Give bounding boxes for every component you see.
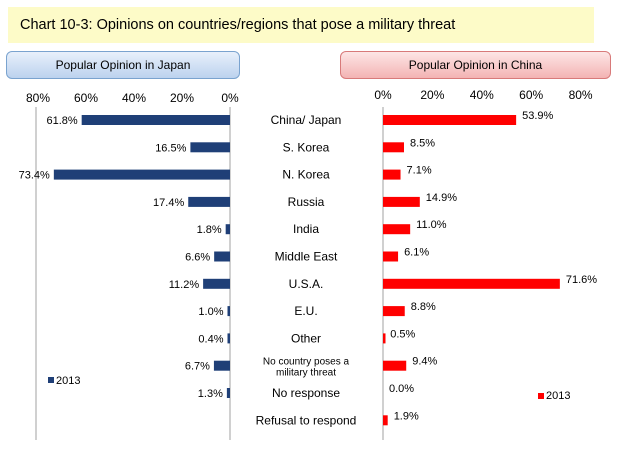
- japan-bar: [214, 251, 230, 262]
- category-label: military threat: [276, 368, 336, 379]
- japan-data-label: 17.4%: [153, 197, 184, 209]
- category-label: China/ Japan: [271, 113, 342, 127]
- japan-bar: [213, 360, 230, 371]
- china-bar: [383, 360, 407, 371]
- japan-bar: [190, 142, 230, 153]
- china-data-label: 1.9%: [394, 410, 419, 422]
- japan-data-label: 6.6%: [185, 252, 210, 264]
- japan-data-label: 16.5%: [155, 142, 186, 154]
- china-data-label: 0.0%: [389, 383, 414, 395]
- china-tick-label: 20%: [420, 88, 444, 102]
- japan-data-label: 1.3%: [198, 388, 223, 400]
- category-label: S. Korea: [283, 140, 330, 154]
- japan-tick-label: 20%: [170, 91, 194, 105]
- japan-bar: [226, 388, 230, 398]
- china-tick-label: 40%: [470, 88, 494, 102]
- china-data-label: 53.9%: [522, 110, 553, 122]
- japan-bar: [227, 333, 230, 344]
- japan-bar: [53, 169, 231, 180]
- china-data-label: 71.6%: [566, 274, 597, 286]
- japan-data-label: 11.2%: [169, 279, 200, 291]
- japan-data-label: 6.7%: [185, 361, 210, 373]
- japan-bar: [81, 115, 231, 125]
- china-bar: [383, 306, 405, 317]
- category-label: Other: [291, 331, 321, 345]
- japan-data-label: 61.8%: [46, 115, 77, 127]
- japan-data-label: 0.4%: [198, 333, 223, 345]
- category-label: No country poses a: [263, 357, 350, 368]
- category-label: U.S.A.: [289, 277, 324, 291]
- china-data-label: 8.5%: [410, 137, 435, 149]
- china-data-label: 8.8%: [411, 301, 436, 313]
- china-bar: [383, 169, 401, 180]
- china-bar: [383, 415, 388, 426]
- japan-tick-label: 60%: [74, 91, 98, 105]
- japan-tick-label: 40%: [122, 91, 146, 105]
- japan-legend-label: 2013: [56, 375, 80, 387]
- china-bar: [383, 142, 404, 153]
- china-bar: [383, 196, 420, 207]
- china-data-label: 11.0%: [416, 219, 447, 231]
- category-label: India: [293, 222, 319, 236]
- china-data-label: 7.1%: [407, 165, 432, 177]
- china-bar: [383, 278, 560, 289]
- china-data-label: 9.4%: [412, 356, 437, 368]
- japan-legend-swatch: [48, 377, 54, 383]
- category-label: Refusal to respond: [256, 413, 357, 427]
- category-label: Middle East: [275, 250, 338, 264]
- china-tick-label: 80%: [569, 88, 593, 102]
- china-bar: [383, 251, 399, 262]
- china-data-label: 6.1%: [404, 247, 429, 259]
- japan-data-label: 1.8%: [197, 224, 222, 236]
- japan-data-label: 1.0%: [198, 306, 223, 318]
- japan-bar: [188, 196, 230, 207]
- china-tick-label: 0%: [374, 88, 392, 102]
- china-legend-label: 2013: [546, 390, 570, 402]
- japan-tick-label: 80%: [26, 91, 50, 105]
- china-data-label: 0.5%: [390, 328, 415, 340]
- category-label: N. Korea: [282, 168, 330, 182]
- china-bar: [383, 115, 517, 125]
- chart-title: Chart 10-3: Opinions on countries/region…: [8, 7, 594, 43]
- china-bar: [383, 333, 386, 344]
- japan-bar: [227, 306, 230, 317]
- china-data-label: 14.9%: [426, 192, 457, 204]
- japan-data-label: 73.4%: [19, 170, 50, 182]
- china-legend-swatch: [538, 393, 544, 399]
- china-tick-label: 60%: [519, 88, 543, 102]
- china-bar: [383, 224, 411, 235]
- japan-panel-header: Popular Opinion in Japan: [6, 51, 240, 79]
- japan-tick-label: 0%: [221, 91, 239, 105]
- category-label: No response: [272, 386, 340, 400]
- category-label: E.U.: [294, 304, 317, 318]
- category-label: Russia: [288, 195, 325, 209]
- japan-bar: [225, 224, 230, 235]
- japan-bar: [203, 278, 230, 289]
- china-panel-header: Popular Opinion in China: [340, 51, 611, 79]
